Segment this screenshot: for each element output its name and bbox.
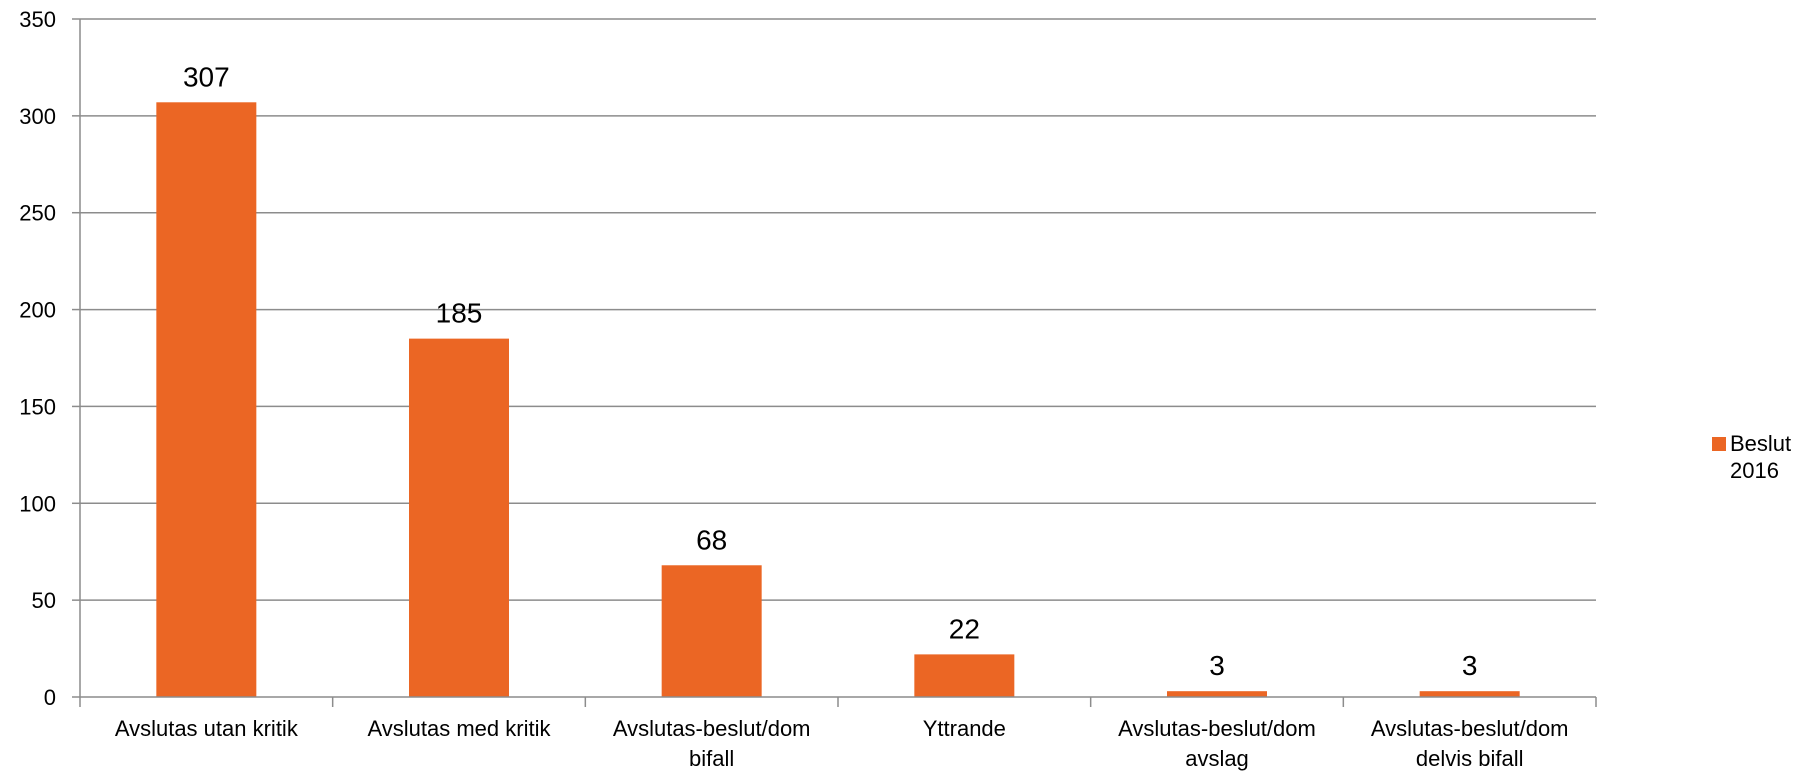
y-tick-label: 250 (19, 201, 56, 226)
data-label: 68 (696, 524, 727, 555)
x-category-label-line: Avslutas-beslut/dom (1371, 716, 1569, 741)
x-category-label-line: Avslutas utan kritik (115, 716, 299, 741)
y-tick-label: 150 (19, 394, 56, 419)
x-category-label: Avslutas-beslut/dom bifall (613, 716, 811, 771)
x-category-label: Avslutas utan kritik (115, 716, 299, 741)
bar (914, 654, 1015, 697)
data-label: 307 (183, 61, 230, 92)
x-category-label-line: Yttrande (923, 716, 1006, 741)
x-category-label: Avslutas-beslut/dom avslag (1118, 716, 1316, 771)
legend: Beslut 2016 (1712, 431, 1791, 483)
y-tick-label: 50 (32, 588, 56, 613)
x-category-label-line: delvis bifall (1416, 746, 1524, 771)
data-label: 3 (1209, 650, 1225, 681)
x-category-label-line: Avslutas-beslut/dom (613, 716, 811, 741)
x-category-label-line: Avslutas med kritik (368, 716, 552, 741)
bar (156, 102, 257, 698)
labels: 0 50 100 150 200 250 300 350 307 Avslutas utan kr… (19, 7, 1568, 771)
x-category-label: Yttrande (923, 716, 1006, 741)
legend-label: Beslut 2016 (1730, 431, 1791, 483)
bar (409, 338, 509, 697)
y-tick-label: 350 (19, 7, 56, 32)
x-category-label-line: Avslutas-beslut/dom (1118, 716, 1316, 741)
y-tick-label: 200 (19, 298, 56, 323)
legend-label-line: 2016 (1730, 458, 1779, 483)
legend-label-line: Beslut (1730, 431, 1791, 456)
data-label: 22 (949, 613, 980, 644)
axes (72, 18, 1597, 707)
data-label: 185 (436, 298, 483, 329)
bar (1167, 691, 1267, 697)
legend-swatch (1712, 437, 1726, 451)
x-category-label-line: bifall (689, 746, 734, 771)
y-tick-label: 0 (44, 685, 56, 710)
y-tick-label: 100 (19, 491, 56, 516)
bar (1419, 691, 1520, 697)
bars (156, 102, 1520, 698)
x-category-label: Avslutas-beslut/dom delvis bifall (1371, 716, 1569, 771)
gridlines (80, 18, 1596, 601)
data-label: 3 (1462, 650, 1478, 681)
y-tick-label: 300 (19, 104, 56, 129)
x-category-label: Avslutas med kritik (368, 716, 552, 741)
x-category-label-line: avslag (1185, 746, 1249, 771)
bar (661, 565, 762, 697)
